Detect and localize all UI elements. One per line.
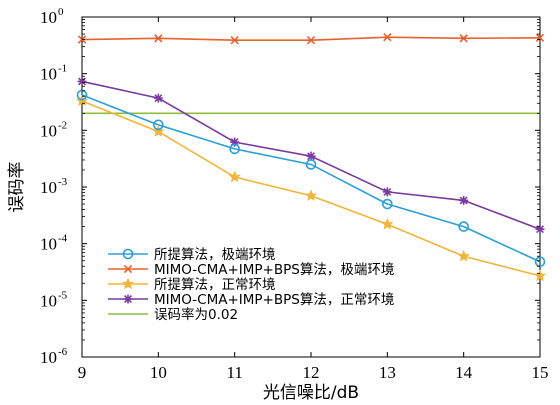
data-point [230, 36, 239, 45]
legend-item: MIMO-CMA+IMP+BPS算法，正常环境 [108, 292, 394, 308]
legend-label: 所提算法，正常环境 [154, 277, 276, 293]
data-point [458, 221, 469, 232]
x-tick-label: 14 [455, 363, 473, 382]
x-axis-title: 光信噪比/dB [263, 383, 359, 403]
data-point [153, 119, 164, 131]
y-tick-label: 10 [40, 65, 57, 84]
y-tick-label: 10 [40, 178, 57, 197]
y-tick-label: 10 [40, 235, 57, 254]
y-tick-label: 10 [40, 8, 57, 27]
data-point [77, 76, 87, 86]
plot-frame [81, 16, 541, 358]
data-point [383, 33, 392, 42]
data-point [154, 34, 163, 43]
legend-label: MIMO-CMA+IMP+BPS算法，正常环境 [154, 292, 394, 308]
legend-label: 误码率为0.02 [154, 306, 238, 323]
y-tick-exponent: -2 [58, 119, 67, 131]
y-tick-label: 10 [40, 121, 57, 140]
y-tick-exponent: -4 [58, 233, 68, 245]
y-tick-exponent: -5 [58, 289, 68, 301]
data-point [533, 269, 547, 282]
data-point [457, 249, 470, 262]
x-tick-label: 9 [78, 363, 87, 382]
data-point [535, 33, 545, 42]
data-point [228, 170, 241, 183]
legend-marker [123, 294, 133, 304]
y-tick-exponent: 0 [58, 6, 64, 18]
y-tick-label: 10 [40, 348, 57, 367]
data-point [152, 125, 165, 137]
legend-marker [121, 277, 135, 290]
legend-item: 所提算法，正常环境 [108, 277, 276, 293]
x-tick-label: 12 [303, 363, 320, 382]
data-point [305, 159, 317, 170]
series-0 [76, 89, 546, 268]
y-tick-exponent: -1 [58, 63, 67, 75]
series-3 [77, 76, 545, 234]
y-tick-exponent: -6 [58, 346, 68, 358]
data-point [229, 143, 240, 155]
plot-area [81, 16, 541, 358]
legend-item: MIMO-CMA+IMP+BPS算法，极端环境 [108, 262, 394, 278]
x-tick-label: 11 [226, 363, 242, 382]
series-layer [75, 33, 547, 282]
legend-item: 所提算法，极端环境 [108, 247, 276, 263]
series-line [81, 94, 541, 263]
legend-label: MIMO-CMA+IMP+BPS算法，极端环境 [154, 262, 394, 278]
y-tick-label: 10 [40, 291, 57, 310]
legend-marker [122, 248, 134, 260]
legend-marker [123, 264, 133, 274]
data-point [535, 224, 545, 234]
legend-item: 误码率为0.02 [108, 306, 238, 323]
series-1 [77, 33, 545, 45]
x-tick-label: 15 [532, 363, 549, 382]
series-2 [75, 94, 547, 282]
data-point [306, 36, 316, 45]
x-tick-label: 13 [379, 363, 396, 382]
data-point [459, 195, 469, 205]
x-tick-label: 10 [150, 363, 167, 382]
data-point [381, 217, 394, 230]
data-point [304, 189, 318, 201]
data-point [153, 93, 163, 103]
data-point [459, 34, 468, 43]
data-point [306, 151, 316, 161]
y-axis-title: 误码率 [7, 162, 27, 213]
data-point [382, 198, 393, 210]
legend-label: 所提算法，极端环境 [154, 247, 276, 263]
data-point [230, 137, 240, 147]
data-point [382, 187, 392, 197]
legend: 所提算法，极端环境MIMO-CMA+IMP+BPS算法，极端环境所提算法，正常环… [108, 247, 394, 323]
y-tick-exponent: -3 [58, 176, 68, 188]
